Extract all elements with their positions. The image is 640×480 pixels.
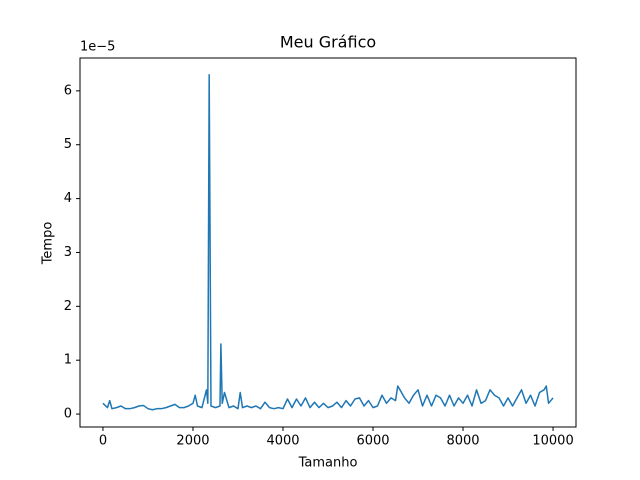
x-tick-label: 0 bbox=[99, 434, 107, 449]
y-tick-label: 3 bbox=[64, 245, 72, 260]
line bbox=[102, 73, 554, 411]
y-tick-label: 2 bbox=[64, 299, 72, 314]
y-tick-label: 0 bbox=[64, 407, 72, 422]
chart-title: Meu Gráfico bbox=[280, 33, 376, 52]
y-offset-text: 1e−5 bbox=[80, 40, 115, 55]
y-axis-label: Tempo bbox=[41, 222, 56, 266]
axes-frame bbox=[79, 57, 577, 428]
x-tick-label: 4000 bbox=[266, 434, 299, 449]
x-tick-label: 8000 bbox=[446, 434, 479, 449]
x-axis-label: Tamanho bbox=[298, 456, 358, 471]
y-tick-label: 1 bbox=[64, 353, 72, 368]
x-tick-label: 2000 bbox=[176, 434, 209, 449]
x-tick-label: 6000 bbox=[356, 434, 389, 449]
y-tick-label: 5 bbox=[64, 137, 72, 152]
y-tick-label: 6 bbox=[64, 83, 72, 98]
x-tick-label: 10000 bbox=[532, 434, 573, 449]
y-tick-label: 4 bbox=[64, 191, 72, 206]
